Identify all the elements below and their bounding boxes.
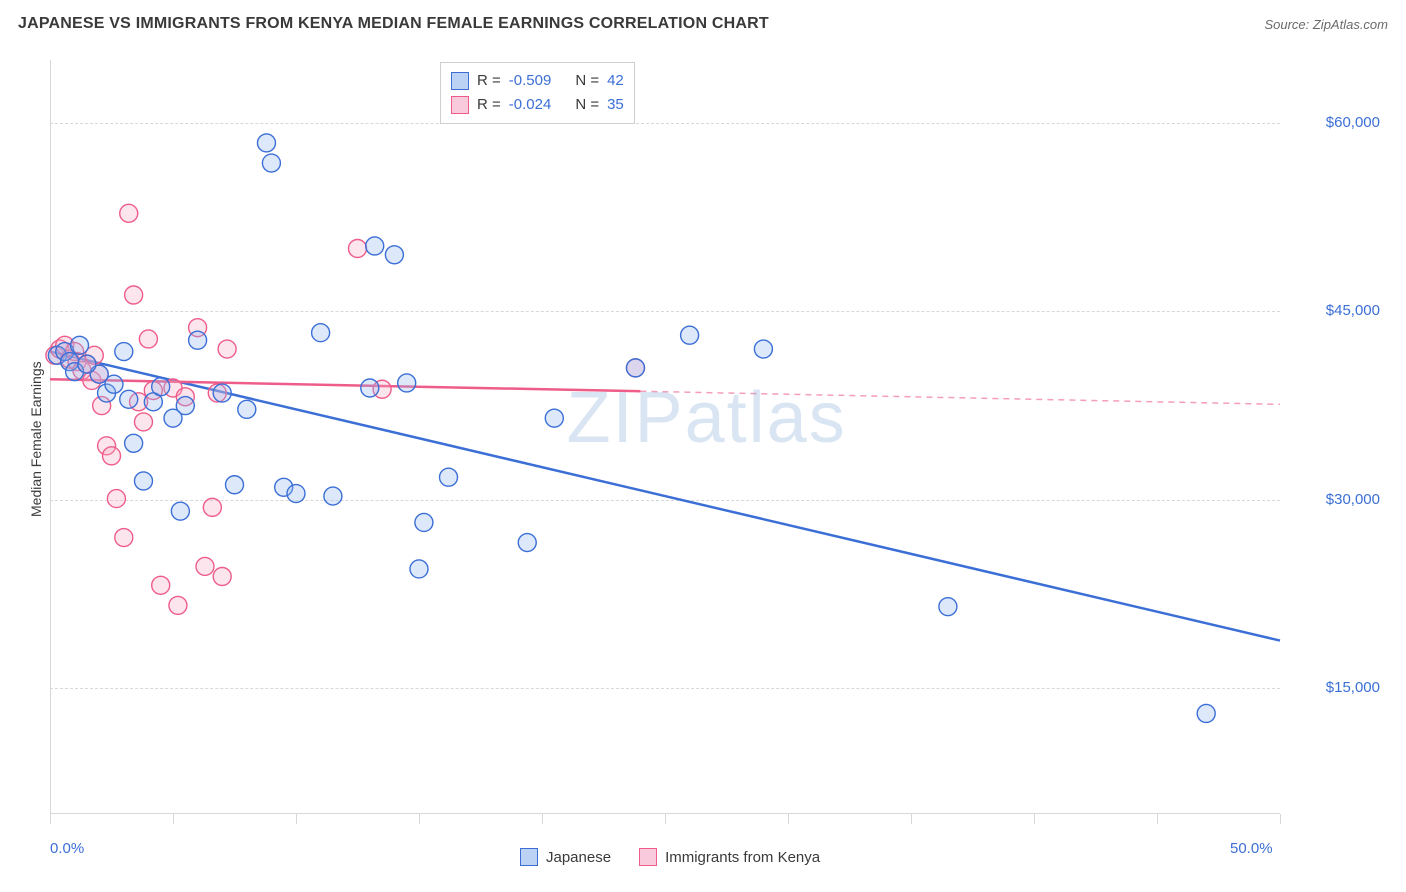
regression-line-dashed (640, 391, 1280, 404)
scatter-point (213, 567, 231, 585)
x-axis-min-label: 0.0% (50, 840, 84, 857)
r-value: -0.509 (509, 69, 552, 93)
scatter-point (169, 596, 187, 614)
scatter-point (398, 374, 416, 392)
n-label: N = (575, 93, 599, 117)
legend-label: Immigrants from Kenya (665, 849, 820, 866)
scatter-point (415, 513, 433, 531)
n-value: 42 (607, 69, 624, 93)
scatter-point (238, 400, 256, 418)
legend-swatch (451, 72, 469, 90)
scatter-point (105, 375, 123, 393)
n-value: 35 (607, 93, 624, 117)
scatter-point (257, 134, 275, 152)
scatter-point (754, 340, 772, 358)
scatter-point (203, 498, 221, 516)
scatter-point (213, 384, 231, 402)
r-value: -0.024 (509, 93, 552, 117)
legend-swatch (520, 848, 538, 866)
scatter-point (125, 434, 143, 452)
scatter-point (440, 468, 458, 486)
stats-row: R = -0.509 N = 42 (451, 69, 624, 93)
scatter-point (103, 447, 121, 465)
scatter-point (410, 560, 428, 578)
scatter-point (349, 240, 367, 258)
legend-swatch (451, 96, 469, 114)
scatter-plot (0, 0, 1406, 892)
legend-swatch (639, 848, 657, 866)
scatter-point (107, 490, 125, 508)
scatter-point (125, 286, 143, 304)
n-label: N = (575, 69, 599, 93)
stats-row: R = -0.024 N = 35 (451, 93, 624, 117)
scatter-point (324, 487, 342, 505)
r-label: R = (477, 69, 501, 93)
scatter-point (312, 324, 330, 342)
scatter-point (361, 379, 379, 397)
scatter-point (120, 390, 138, 408)
scatter-point (939, 598, 957, 616)
scatter-point (545, 409, 563, 427)
scatter-point (385, 246, 403, 264)
scatter-point (1197, 704, 1215, 722)
scatter-point (78, 355, 96, 373)
scatter-point (171, 502, 189, 520)
scatter-point (176, 397, 194, 415)
scatter-point (71, 336, 89, 354)
scatter-point (196, 557, 214, 575)
scatter-point (518, 534, 536, 552)
scatter-point (139, 330, 157, 348)
scatter-point (626, 359, 644, 377)
scatter-point (134, 413, 152, 431)
r-label: R = (477, 93, 501, 117)
legend-item: Japanese (520, 848, 611, 866)
scatter-point (115, 343, 133, 361)
regression-line (50, 352, 1280, 641)
scatter-point (226, 476, 244, 494)
scatter-point (681, 326, 699, 344)
x-axis-max-label: 50.0% (1230, 840, 1273, 857)
scatter-point (287, 485, 305, 503)
regression-line-solid (50, 379, 640, 391)
legend-label: Japanese (546, 849, 611, 866)
correlation-stats-box: R = -0.509 N = 42 R = -0.024 N = 35 (440, 62, 635, 124)
scatter-point (120, 204, 138, 222)
y-axis-title: Median Female Earnings (28, 361, 44, 517)
series-legend: Japanese Immigrants from Kenya (520, 848, 820, 866)
scatter-point (134, 472, 152, 490)
scatter-point (366, 237, 384, 255)
scatter-point (115, 529, 133, 547)
scatter-point (152, 576, 170, 594)
scatter-point (262, 154, 280, 172)
legend-item: Immigrants from Kenya (639, 848, 820, 866)
scatter-point (189, 331, 207, 349)
scatter-point (152, 378, 170, 396)
scatter-point (218, 340, 236, 358)
